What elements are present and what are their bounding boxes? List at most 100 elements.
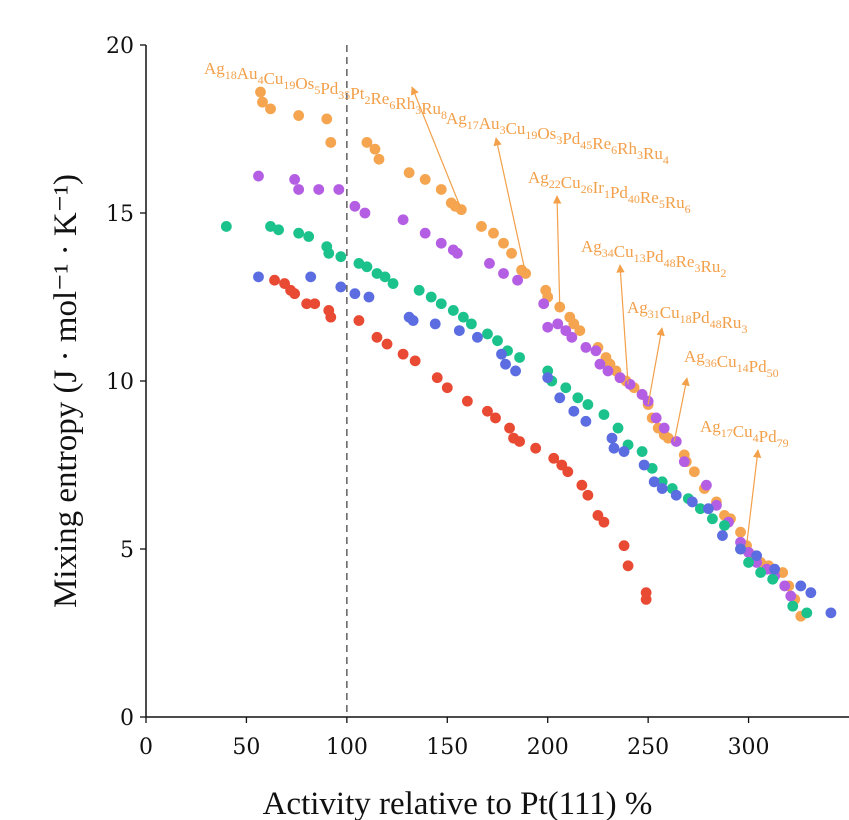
data-point-red xyxy=(309,298,321,310)
axes: 0 50 100 150 200 250 300 0 5 10 15 20 xyxy=(106,34,849,760)
data-point-blue xyxy=(407,315,419,326)
data-point-green xyxy=(598,409,610,420)
data-point-purple xyxy=(614,372,626,384)
data-point-blue xyxy=(580,415,592,427)
annotation-label: Ag34Cu13Pd48Re3Ru2 xyxy=(581,237,726,280)
data-point-green xyxy=(447,305,459,316)
data-point-green xyxy=(293,227,305,239)
data-point-orange xyxy=(735,526,746,538)
data-point-blue xyxy=(568,405,580,417)
data-point-red xyxy=(301,298,313,310)
data-point-green xyxy=(413,284,425,296)
y-tick-label: 15 xyxy=(106,202,134,227)
data-point-purple xyxy=(293,184,305,195)
data-point-green xyxy=(303,231,315,242)
annotation-arrow xyxy=(673,377,690,442)
data-point-purple xyxy=(594,358,606,370)
data-point-green xyxy=(560,382,572,394)
annotation-label: Ag22Cu26Ir1Pd40Re5Ru6 xyxy=(528,168,691,216)
data-point-purple xyxy=(538,298,550,310)
x-tick-label: 0 xyxy=(139,735,153,760)
data-point-red xyxy=(504,422,515,434)
data-point-orange xyxy=(321,113,333,125)
data-point-purple xyxy=(451,247,463,259)
data-point-orange xyxy=(498,237,509,249)
data-point-red xyxy=(325,311,337,323)
x-tick-label: 150 xyxy=(426,735,468,760)
data-point-purple xyxy=(498,268,509,279)
data-point-orange xyxy=(506,247,517,259)
y-tick-label: 0 xyxy=(120,706,134,731)
data-point-purple xyxy=(590,345,602,357)
annotation-label: Ag17Au3Cu19Os3Pd45Re6Rh3Ru4 xyxy=(446,109,669,167)
annotation-arrow xyxy=(647,327,665,405)
data-point-green xyxy=(787,600,799,612)
y-tick-label: 5 xyxy=(120,538,134,563)
data-point-orange xyxy=(574,325,586,336)
data-point-green xyxy=(482,328,493,340)
data-point-blue xyxy=(608,442,620,454)
data-point-green xyxy=(335,251,347,263)
data-point-red xyxy=(490,412,501,424)
x-axis-title: Activity relative to Pt(111) % xyxy=(263,786,653,820)
data-point-red xyxy=(371,331,383,343)
data-point-blue xyxy=(735,543,746,555)
annotation-arrow xyxy=(745,449,762,546)
data-point-green xyxy=(425,291,437,303)
data-point-blue xyxy=(795,580,807,592)
data-point-purple xyxy=(700,479,712,491)
data-point-purple xyxy=(650,412,662,424)
data-point-green xyxy=(572,392,584,404)
data-point-purple xyxy=(542,321,554,333)
annotation-arrow xyxy=(410,86,462,210)
data-point-blue xyxy=(648,476,660,488)
data-point-green xyxy=(755,567,767,578)
data-point-blue xyxy=(305,271,317,283)
x-tick-label: 200 xyxy=(527,735,569,760)
data-point-orange xyxy=(255,86,266,98)
data-point-red xyxy=(530,442,542,454)
data-point-orange xyxy=(476,221,487,232)
data-point-red xyxy=(269,274,280,286)
y-axis-title: Mixing entropy (J · mol⁻¹ · K⁻¹) xyxy=(48,174,84,608)
data-point-blue xyxy=(656,483,668,494)
data-point-purple xyxy=(419,227,431,239)
annotation-arrow xyxy=(493,137,527,274)
data-point-blue xyxy=(335,281,347,293)
data-point-purple xyxy=(349,200,361,212)
data-point-purple xyxy=(333,184,345,195)
data-point-purple xyxy=(253,170,264,182)
data-point-orange xyxy=(265,103,276,115)
data-point-blue xyxy=(717,530,728,541)
data-point-orange xyxy=(325,137,337,148)
data-point-orange xyxy=(488,227,499,239)
data-point-orange xyxy=(403,167,415,179)
data-point-red xyxy=(461,395,473,407)
annotation-label: Ag18Au4Cu19Os5Pd35Pt2Re6Rh3Ru8 xyxy=(204,59,447,122)
data-point-purple xyxy=(670,436,682,447)
data-point-red xyxy=(598,516,610,528)
data-point-green xyxy=(636,446,648,457)
data-points xyxy=(220,86,837,622)
data-point-orange xyxy=(257,96,268,108)
data-point-blue xyxy=(606,432,618,444)
data-point-green xyxy=(514,352,525,363)
annotation-label: Ag31Cu18Pd48Ru3 xyxy=(627,298,747,336)
annotation-arrow xyxy=(616,264,629,385)
data-point-orange xyxy=(373,153,385,165)
data-point-blue xyxy=(703,503,714,515)
data-point-green xyxy=(582,399,594,410)
data-point-red xyxy=(353,315,365,326)
data-point-blue xyxy=(638,459,650,471)
data-point-green xyxy=(492,335,503,347)
data-point-red xyxy=(381,338,393,350)
data-point-orange xyxy=(361,137,373,148)
annotation-arrow xyxy=(552,195,562,308)
data-point-green xyxy=(767,573,779,585)
data-point-blue xyxy=(686,496,698,508)
data-point-purple xyxy=(566,331,578,343)
data-point-orange xyxy=(455,204,467,216)
data-point-purple xyxy=(484,258,495,269)
data-point-blue xyxy=(542,372,554,384)
data-point-green xyxy=(323,247,335,259)
